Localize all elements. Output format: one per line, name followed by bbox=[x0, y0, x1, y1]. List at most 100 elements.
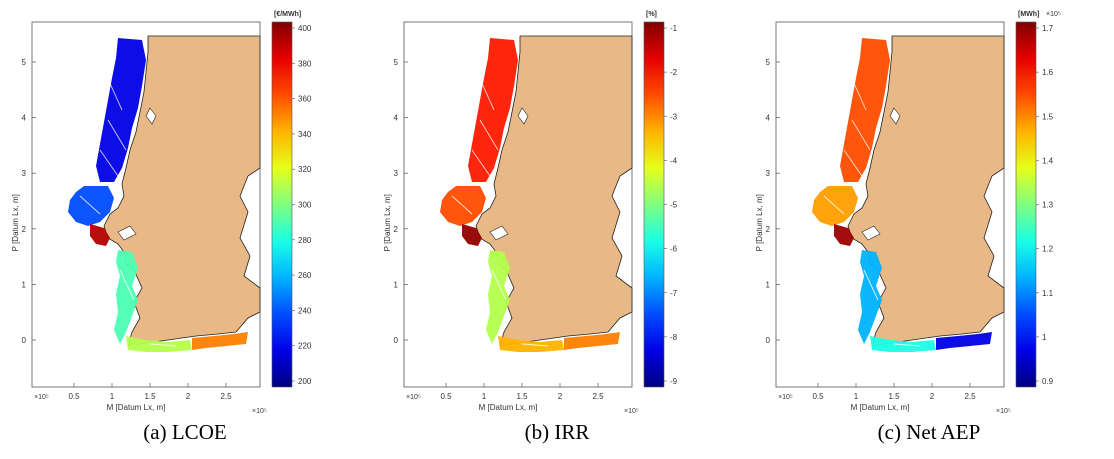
colorbar-tick-label: -1 bbox=[670, 24, 678, 33]
data-gap-line bbox=[893, 343, 921, 347]
estuary bbox=[861, 225, 881, 241]
colorbar-tick-label: 260 bbox=[298, 271, 312, 280]
data-gap-line bbox=[99, 149, 119, 177]
data-gap-line bbox=[521, 343, 549, 347]
x-exponent-right: ×10⁵ bbox=[624, 408, 639, 415]
x-tick-label: 2.5 bbox=[964, 392, 976, 401]
y-tick-label: 1 bbox=[394, 280, 399, 289]
x-tick-label: 0.5 bbox=[812, 392, 824, 401]
panel-irr: 5 4 3 2 1 0 0.5 1 1.5 2 2.5 ×10⁵ ×10⁵ M [Datum Lx, m]… bbox=[372, 0, 742, 459]
y-tick-label: 3 bbox=[22, 169, 27, 178]
colorbar-tick-label: 1.3 bbox=[1042, 201, 1054, 210]
colorbar-tick-label: 0.9 bbox=[1042, 377, 1054, 386]
colorbar-tick-label: 200 bbox=[298, 377, 312, 386]
data-gap-line bbox=[491, 269, 507, 301]
panel-caption: (b) IRR bbox=[524, 420, 590, 444]
estuary bbox=[145, 107, 157, 125]
colorbar-tick-label: 1.7 bbox=[1042, 24, 1054, 33]
colorbar-tick-label: 380 bbox=[298, 59, 312, 68]
data-gap-line bbox=[823, 195, 845, 215]
data-gap-line bbox=[79, 195, 101, 215]
region-north bbox=[96, 38, 146, 182]
region-southeast bbox=[936, 332, 992, 350]
data-gap-line bbox=[451, 195, 473, 215]
y-tick-label: 0 bbox=[22, 336, 27, 345]
colorbar-tick-label: 1.6 bbox=[1042, 68, 1054, 77]
x-axis-label: M [Datum Lx, m] bbox=[851, 403, 910, 412]
data-gap-line bbox=[851, 119, 871, 151]
colorbar-tick-label: -6 bbox=[670, 245, 678, 254]
x-axis-label: M [Datum Lx, m] bbox=[107, 403, 166, 412]
y-axis-label: P [Datum Lx, m] bbox=[11, 194, 20, 251]
y-tick-label: 4 bbox=[22, 114, 27, 123]
region-south bbox=[498, 336, 564, 352]
colorbar-tick-label: -7 bbox=[670, 289, 678, 298]
data-gap-line bbox=[847, 69, 867, 111]
colorbar-tick-label: 220 bbox=[298, 342, 312, 351]
region-south bbox=[126, 336, 192, 352]
data-gap-line bbox=[475, 69, 495, 111]
region-lisbon bbox=[462, 224, 482, 246]
y-tick-label: 4 bbox=[766, 114, 771, 123]
data-gap-line bbox=[119, 269, 135, 301]
y-tick-label: 0 bbox=[394, 336, 399, 345]
land-mass bbox=[475, 35, 633, 347]
region-north bbox=[840, 38, 890, 182]
colorbar-tick-label: 340 bbox=[298, 130, 312, 139]
estuary bbox=[117, 225, 137, 241]
region-lisbon bbox=[834, 224, 854, 246]
region-south bbox=[870, 336, 936, 352]
land-mass bbox=[103, 35, 261, 347]
panel-lcoe: 5 4 3 2 1 0 0.5 1 1.5 2 2.5 ×10⁵ ×10⁵ M [Datum Lx, m]… bbox=[0, 0, 370, 459]
x-exponent-left: ×10⁵ bbox=[34, 394, 49, 401]
x-axis-label: M [Datum Lx, m] bbox=[479, 403, 538, 412]
map-figure: 5 4 3 2 1 0 0.5 1 1.5 2 2.5 ×10⁵ ×10⁵ M [Datum Lx, m]… bbox=[11, 11, 312, 415]
colorbar-tick-label: 1.5 bbox=[1042, 112, 1054, 121]
x-exponent-right: ×10⁵ bbox=[252, 408, 267, 415]
colorbar-tick-label: -4 bbox=[670, 156, 678, 165]
colorbar-tick-label: 280 bbox=[298, 236, 312, 245]
x-tick-label: 1.5 bbox=[516, 392, 528, 401]
y-tick-label: 1 bbox=[766, 280, 771, 289]
data-gap-line bbox=[149, 343, 177, 347]
x-tick-label: 0.5 bbox=[440, 392, 452, 401]
region-lisbon bbox=[90, 224, 110, 246]
y-tick-label: 5 bbox=[22, 58, 27, 67]
colorbar-tick-label: 1 bbox=[1042, 333, 1047, 342]
x-tick-label: 1 bbox=[854, 392, 859, 401]
x-tick-label: 1.5 bbox=[144, 392, 156, 401]
region-southwest bbox=[858, 250, 882, 344]
y-tick-label: 4 bbox=[394, 114, 399, 123]
colorbar bbox=[643, 21, 665, 388]
data-gap-line bbox=[107, 119, 127, 151]
x-tick-label: 2 bbox=[558, 392, 563, 401]
colorbar-tick-label: -9 bbox=[670, 377, 678, 386]
colorbar-tick-label: -5 bbox=[670, 201, 678, 210]
y-tick-label: 5 bbox=[394, 58, 399, 67]
y-tick-label: 2 bbox=[22, 225, 27, 234]
panel-caption: (c) Net AEP bbox=[877, 420, 981, 444]
colorbar-tick-label: 400 bbox=[298, 24, 312, 33]
colorbar-tick-label: 1.2 bbox=[1042, 245, 1054, 254]
y-axis-label: P [Datum Lx, m] bbox=[755, 194, 764, 251]
y-axis-label: P [Datum Lx, m] bbox=[383, 194, 392, 251]
colorbar-tick-label: 320 bbox=[298, 165, 312, 174]
region-southwest bbox=[486, 250, 510, 344]
x-tick-label: 2.5 bbox=[220, 392, 232, 401]
x-tick-label: 1.5 bbox=[888, 392, 900, 401]
colorbar-tick-label: 1.1 bbox=[1042, 289, 1054, 298]
colorbar-tick-label: 300 bbox=[298, 201, 312, 210]
y-tick-label: 3 bbox=[766, 169, 771, 178]
colorbar bbox=[1015, 21, 1037, 388]
data-gap-line bbox=[471, 149, 491, 177]
x-tick-label: 2 bbox=[930, 392, 935, 401]
y-tick-label: 3 bbox=[394, 169, 399, 178]
land-mass bbox=[847, 35, 1005, 347]
map-figure: 5 4 3 2 1 0 0.5 1 1.5 2 2.5 ×10⁵ ×10⁵ M [Datum Lx, m]… bbox=[383, 11, 678, 415]
x-exponent-right: ×10⁵ bbox=[996, 408, 1011, 415]
data-gap-line bbox=[863, 269, 879, 301]
colorbar-exponent: ×10⁵ bbox=[1046, 11, 1061, 18]
estuary bbox=[489, 225, 509, 241]
x-tick-label: 1 bbox=[110, 392, 115, 401]
colorbar-unit: [MWh] bbox=[1018, 11, 1039, 18]
